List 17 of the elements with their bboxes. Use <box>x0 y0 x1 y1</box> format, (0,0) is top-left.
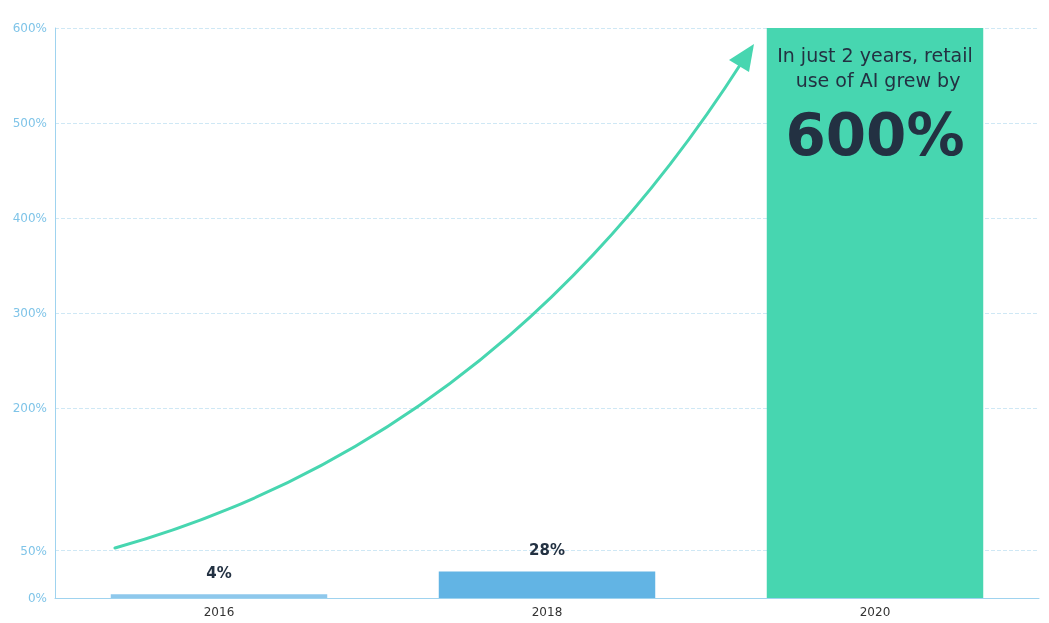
y-tick-label: 0% <box>27 591 47 605</box>
data-label: 28% <box>529 540 565 559</box>
data-label: 600% <box>785 101 965 169</box>
bar <box>766 28 984 598</box>
x-tick-label: 2018 <box>531 605 563 619</box>
y-tick-label: 50% <box>20 543 47 558</box>
data-label: 4% <box>206 563 232 582</box>
y-tick-label: 400% <box>12 211 47 225</box>
y-tick-label: 300% <box>12 306 47 320</box>
x-tick-label: 2020 <box>859 605 891 619</box>
annotation: In just 2 years, retail use of AI grew by <box>777 43 973 91</box>
y-tick-label: 500% <box>12 116 47 130</box>
x-tick-label: 2016 <box>203 605 235 619</box>
y-tick-label: 600% <box>12 21 47 35</box>
bar <box>110 594 328 598</box>
bar <box>438 571 656 598</box>
y-tick-label: 200% <box>12 401 47 415</box>
